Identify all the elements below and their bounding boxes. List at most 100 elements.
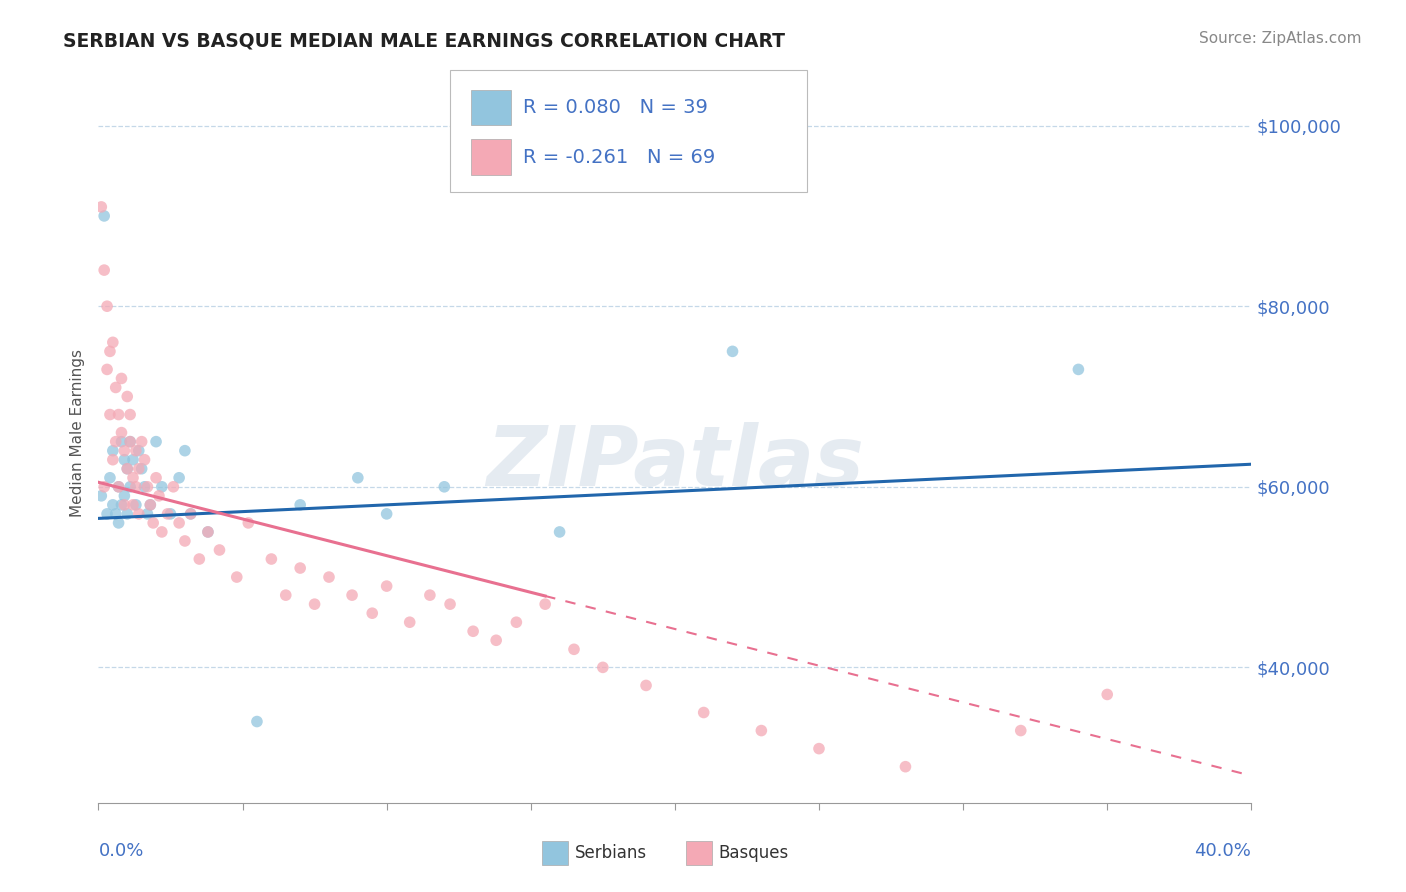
Point bbox=[808, 741, 831, 756]
Point bbox=[148, 489, 170, 503]
FancyBboxPatch shape bbox=[686, 841, 711, 865]
Point bbox=[117, 390, 139, 404]
Point bbox=[128, 443, 150, 458]
Point bbox=[159, 507, 181, 521]
Point bbox=[433, 480, 456, 494]
Point bbox=[104, 434, 127, 449]
Point bbox=[90, 489, 112, 503]
Point bbox=[174, 533, 197, 548]
Point bbox=[461, 624, 484, 639]
Text: SERBIAN VS BASQUE MEDIAN MALE EARNINGS CORRELATION CHART: SERBIAN VS BASQUE MEDIAN MALE EARNINGS C… bbox=[63, 31, 786, 50]
Point bbox=[107, 516, 129, 530]
Point bbox=[346, 471, 368, 485]
Point bbox=[439, 597, 461, 611]
Point bbox=[131, 434, 153, 449]
Point bbox=[274, 588, 297, 602]
Point bbox=[225, 570, 247, 584]
Point bbox=[375, 579, 398, 593]
Point bbox=[122, 452, 145, 467]
Point bbox=[112, 443, 135, 458]
Point bbox=[107, 480, 129, 494]
Point bbox=[548, 524, 571, 539]
FancyBboxPatch shape bbox=[543, 841, 568, 865]
Text: R = -0.261   N = 69: R = -0.261 N = 69 bbox=[523, 148, 714, 167]
Point bbox=[180, 507, 202, 521]
Point bbox=[134, 480, 156, 494]
Point bbox=[122, 471, 145, 485]
Point bbox=[98, 408, 121, 422]
Point bbox=[636, 678, 658, 692]
Point bbox=[120, 480, 142, 494]
Point bbox=[1067, 362, 1090, 376]
Text: 40.0%: 40.0% bbox=[1195, 842, 1251, 860]
Point bbox=[398, 615, 420, 630]
Point bbox=[246, 714, 269, 729]
Point bbox=[238, 516, 260, 530]
Point bbox=[562, 642, 585, 657]
Point bbox=[180, 507, 202, 521]
Point bbox=[117, 461, 139, 475]
Point bbox=[197, 524, 219, 539]
Point bbox=[125, 480, 148, 494]
Point bbox=[167, 516, 190, 530]
Text: R = 0.080   N = 39: R = 0.080 N = 39 bbox=[523, 98, 707, 117]
Point bbox=[101, 443, 124, 458]
Point bbox=[93, 480, 115, 494]
Point bbox=[188, 552, 211, 566]
FancyBboxPatch shape bbox=[471, 139, 512, 175]
Point bbox=[751, 723, 773, 738]
Point bbox=[534, 597, 557, 611]
Point bbox=[419, 588, 441, 602]
Point bbox=[485, 633, 508, 648]
Point bbox=[125, 498, 148, 512]
Point bbox=[1010, 723, 1032, 738]
Point bbox=[112, 489, 135, 503]
Point bbox=[139, 498, 162, 512]
Point bbox=[208, 543, 231, 558]
Point bbox=[304, 597, 326, 611]
Text: Source: ZipAtlas.com: Source: ZipAtlas.com bbox=[1198, 31, 1361, 46]
Point bbox=[197, 524, 219, 539]
FancyBboxPatch shape bbox=[471, 90, 512, 126]
Point bbox=[131, 461, 153, 475]
Point bbox=[128, 507, 150, 521]
Point bbox=[142, 516, 165, 530]
Point bbox=[120, 408, 142, 422]
Point bbox=[101, 498, 124, 512]
Point bbox=[93, 209, 115, 223]
Point bbox=[167, 471, 190, 485]
Point bbox=[145, 434, 167, 449]
Point bbox=[290, 561, 312, 575]
Point bbox=[107, 408, 129, 422]
Point bbox=[290, 498, 312, 512]
Point bbox=[505, 615, 527, 630]
Point bbox=[110, 371, 132, 385]
Point bbox=[145, 471, 167, 485]
Point bbox=[1097, 688, 1119, 702]
Point bbox=[340, 588, 363, 602]
Point bbox=[96, 507, 118, 521]
Point bbox=[110, 498, 132, 512]
Point bbox=[117, 507, 139, 521]
Text: ZIPatlas: ZIPatlas bbox=[486, 422, 863, 503]
Point bbox=[139, 498, 162, 512]
Text: Serbians: Serbians bbox=[575, 844, 647, 863]
Point bbox=[117, 461, 139, 475]
Point bbox=[693, 706, 716, 720]
Point bbox=[104, 380, 127, 394]
Point bbox=[318, 570, 340, 584]
Point bbox=[150, 480, 173, 494]
Point bbox=[260, 552, 283, 566]
Point bbox=[125, 443, 148, 458]
Point bbox=[107, 480, 129, 494]
Y-axis label: Median Male Earnings: Median Male Earnings bbox=[70, 349, 86, 516]
Point bbox=[98, 471, 121, 485]
Point bbox=[162, 480, 184, 494]
Point bbox=[134, 452, 156, 467]
Point bbox=[98, 344, 121, 359]
Point bbox=[96, 299, 118, 313]
Text: 0.0%: 0.0% bbox=[98, 842, 143, 860]
Point bbox=[101, 452, 124, 467]
Point bbox=[112, 498, 135, 512]
Point bbox=[721, 344, 744, 359]
